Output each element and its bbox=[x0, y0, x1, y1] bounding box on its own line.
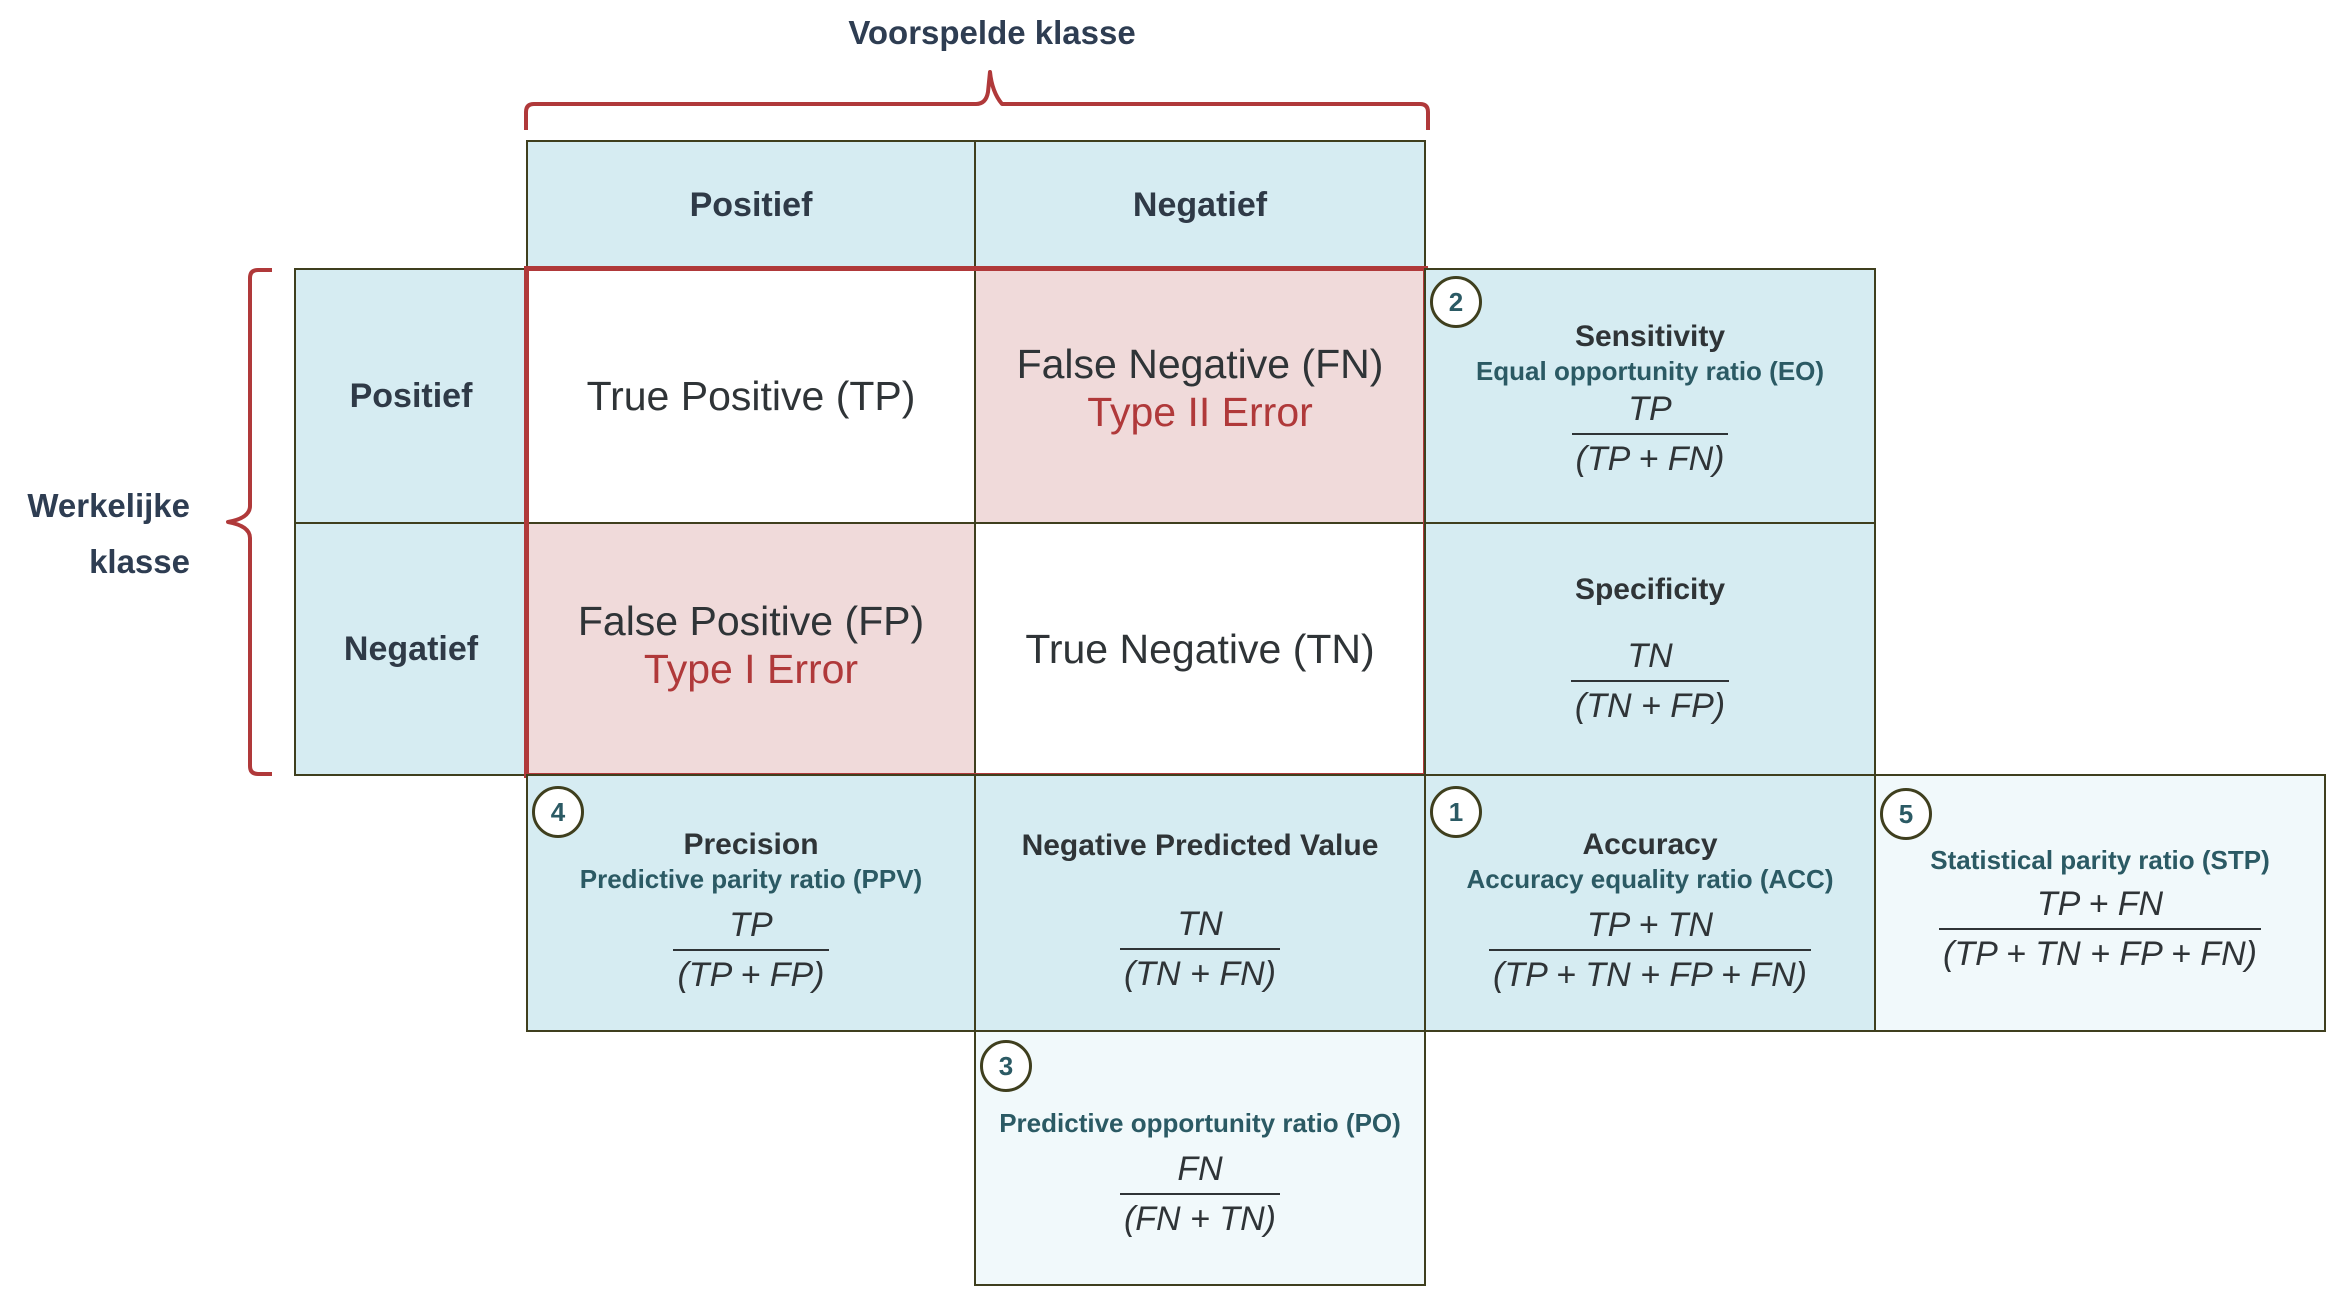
false-positive-cell: False Positive (FP) Type I Error bbox=[526, 522, 976, 776]
stp-formula: TP + FN (TP + TN + FP + FN) bbox=[1939, 884, 2261, 974]
po-denominator: (FN + TN) bbox=[1119, 1193, 1281, 1239]
stp-denominator: (TP + TN + FP + FN) bbox=[1939, 928, 2261, 974]
accuracy-title: Accuracy bbox=[1582, 828, 1718, 861]
stp-subtitle: Statistical parity ratio (STP) bbox=[1930, 845, 2270, 875]
po-formula: FN (FN + TN) bbox=[1119, 1149, 1281, 1239]
type-i-error-label: Type I Error bbox=[643, 646, 859, 692]
actual-class-label: Werkelijke klasse bbox=[0, 478, 190, 590]
precision-denominator: (TP + FP) bbox=[673, 949, 829, 995]
accuracy-badge: 1 bbox=[1430, 786, 1482, 838]
true-negative-cell: True Negative (TN) bbox=[974, 522, 1426, 776]
specificity-numerator: TN bbox=[1627, 637, 1673, 675]
type-ii-error-label: Type II Error bbox=[1087, 389, 1313, 435]
accuracy-denominator: (TP + TN + FP + FN) bbox=[1489, 949, 1811, 995]
false-positive-label: False Positive (FP) bbox=[577, 598, 925, 644]
sensitivity-subtitle: Equal opportunity ratio (EO) bbox=[1475, 356, 1825, 386]
accuracy-numerator: TP + TN bbox=[1586, 906, 1714, 944]
specificity-cell: Specificity TN (TN + FP) bbox=[1424, 522, 1876, 776]
sensitivity-cell: Sensitivity Equal opportunity ratio (EO)… bbox=[1424, 268, 1876, 524]
col-header-positive: Positief bbox=[526, 140, 976, 270]
precision-title: Precision bbox=[683, 828, 819, 861]
row-header-negative: Negatief bbox=[294, 522, 528, 776]
po-numerator: FN bbox=[1177, 1150, 1223, 1188]
true-positive-cell: True Positive (TP) bbox=[526, 268, 976, 524]
specificity-denominator: (TN + FP) bbox=[1570, 680, 1730, 726]
accuracy-formula: TP + TN (TP + TN + FP + FN) bbox=[1489, 905, 1811, 995]
actual-class-brace bbox=[226, 268, 272, 776]
npv-denominator: (TN + FN) bbox=[1119, 948, 1281, 994]
po-cell: Predictive opportunity ratio (PO) FN (FN… bbox=[974, 1030, 1426, 1286]
precision-numerator: TP bbox=[729, 906, 773, 944]
npv-title: Negative Predicted Value bbox=[1021, 829, 1379, 862]
sensitivity-denominator: (TP + FN) bbox=[1571, 433, 1729, 479]
sensitivity-numerator: TP bbox=[1628, 390, 1672, 428]
predicted-class-brace bbox=[524, 70, 1430, 130]
npv-formula: TN (TN + FN) bbox=[1119, 904, 1281, 994]
specificity-formula: TN (TN + FP) bbox=[1570, 636, 1730, 726]
row-header-positive: Positief bbox=[294, 268, 528, 524]
sensitivity-title: Sensitivity bbox=[1574, 320, 1726, 353]
matrix-outline bbox=[524, 266, 1428, 778]
row-header-negative-label: Negatief bbox=[343, 629, 479, 668]
po-subtitle: Predictive opportunity ratio (PO) bbox=[999, 1108, 1401, 1138]
true-positive-label: True Positive (TP) bbox=[586, 373, 916, 419]
accuracy-subtitle: Accuracy equality ratio (ACC) bbox=[1466, 864, 1834, 894]
precision-cell: Precision Predictive parity ratio (PPV) … bbox=[526, 774, 976, 1032]
npv-cell: Negative Predicted Value TN (TN + FN) bbox=[974, 774, 1426, 1032]
col-header-negative-label: Negatief bbox=[1132, 185, 1268, 224]
sensitivity-badge: 2 bbox=[1430, 276, 1482, 328]
stp-numerator: TP + FN bbox=[2036, 885, 2164, 923]
stp-badge: 5 bbox=[1880, 788, 1932, 840]
precision-subtitle: Predictive parity ratio (PPV) bbox=[579, 864, 923, 894]
npv-numerator: TN bbox=[1177, 905, 1223, 943]
col-header-positive-label: Positief bbox=[689, 185, 813, 224]
precision-badge: 4 bbox=[532, 786, 584, 838]
actual-class-label-line1: Werkelijke bbox=[27, 487, 190, 524]
actual-class-label-line2: klasse bbox=[89, 543, 190, 580]
row-header-positive-label: Positief bbox=[349, 376, 473, 415]
false-negative-label: False Negative (FN) bbox=[1016, 341, 1384, 387]
true-negative-label: True Negative (TN) bbox=[1025, 626, 1375, 672]
stp-cell: Statistical parity ratio (STP) TP + FN (… bbox=[1874, 774, 2326, 1032]
sensitivity-formula: TP (TP + FN) bbox=[1571, 389, 1729, 479]
specificity-title: Specificity bbox=[1574, 573, 1726, 606]
predicted-class-label: Voorspelde klasse bbox=[848, 14, 1136, 51]
accuracy-cell: Accuracy Accuracy equality ratio (ACC) T… bbox=[1424, 774, 1876, 1032]
col-header-negative: Negatief bbox=[974, 140, 1426, 270]
precision-formula: TP (TP + FP) bbox=[673, 905, 829, 995]
po-badge: 3 bbox=[980, 1040, 1032, 1092]
